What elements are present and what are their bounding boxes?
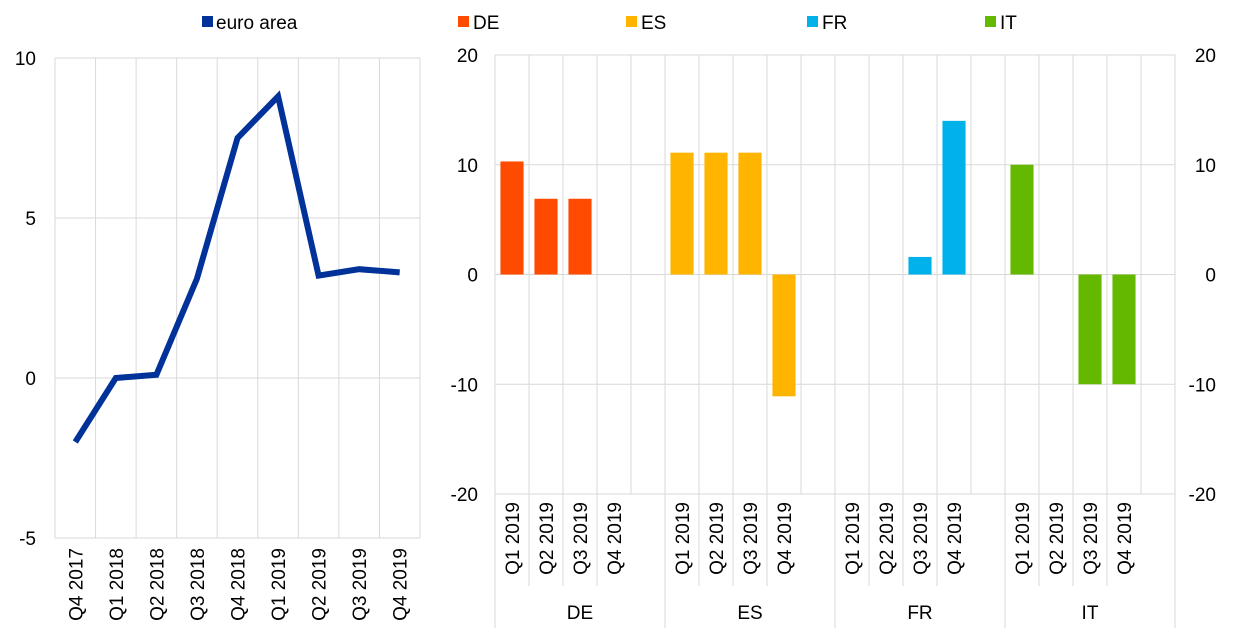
y-tick-label-right: -10 bbox=[1189, 375, 1216, 396]
y-tick-label-right: -20 bbox=[1189, 485, 1216, 506]
bar-it bbox=[1112, 274, 1136, 385]
bar-fr bbox=[942, 120, 966, 275]
x-tick-label: Q4 2017 bbox=[66, 548, 87, 621]
quarter-label: Q2 2019 bbox=[707, 502, 728, 575]
legend-label-fr: FR bbox=[822, 13, 847, 34]
x-tick-label: Q4 2019 bbox=[391, 548, 412, 621]
y-tick-label-left: -10 bbox=[451, 375, 478, 396]
line-chart-legend: euro area bbox=[202, 13, 298, 34]
quarter-label: Q3 2019 bbox=[741, 502, 762, 575]
legend-label-it: IT bbox=[1000, 13, 1017, 34]
quarter-label: Q4 2019 bbox=[1115, 502, 1136, 575]
bar-it bbox=[1010, 164, 1034, 275]
bar-it bbox=[1078, 274, 1102, 385]
bar-chart-country-labels: DE ES FR IT bbox=[567, 603, 1099, 624]
bar-chart-quarter-labels: Q1 2019 Q2 2019 Q3 2019 Q4 2019 Q1 2019 Q2 20… bbox=[503, 502, 1136, 575]
bar-chart-bars bbox=[500, 120, 1136, 397]
quarter-label: Q3 2019 bbox=[1081, 502, 1102, 575]
x-tick-label: Q2 2019 bbox=[310, 548, 331, 621]
bar-es bbox=[670, 152, 694, 275]
quarter-label: Q3 2019 bbox=[571, 502, 592, 575]
legend-swatch-fr bbox=[807, 16, 818, 27]
country-label: DE bbox=[567, 603, 593, 624]
euro-area-line bbox=[72, 90, 400, 444]
country-label: IT bbox=[1082, 603, 1099, 624]
quarter-label: Q1 2019 bbox=[843, 502, 864, 575]
quarter-label: Q4 2019 bbox=[945, 502, 966, 575]
country-label: ES bbox=[737, 603, 762, 624]
x-tick-label: Q3 2018 bbox=[188, 548, 209, 621]
y-tick-label-left: 20 bbox=[457, 46, 478, 67]
legend-label-euro-area: euro area bbox=[216, 13, 298, 34]
quarter-label: Q1 2019 bbox=[503, 502, 524, 575]
country-label: FR bbox=[907, 603, 932, 624]
line-chart-y-tick-labels: -5 0 5 10 bbox=[15, 49, 36, 550]
legend-swatch-de bbox=[458, 16, 469, 27]
bar-fr bbox=[908, 256, 932, 275]
quarter-label: Q4 2019 bbox=[775, 502, 796, 575]
bar-chart-left-y-tick-labels: -20 -10 0 10 20 bbox=[451, 46, 478, 506]
line-chart-axes bbox=[54, 58, 421, 539]
y-tick-label-left: 0 bbox=[467, 266, 478, 287]
line-chart-series bbox=[72, 90, 400, 444]
legend-swatch-es bbox=[626, 16, 637, 27]
y-tick-label-left: 10 bbox=[457, 156, 478, 177]
quarter-label: Q1 2019 bbox=[673, 502, 694, 575]
x-tick-label: Q1 2018 bbox=[107, 548, 128, 621]
bar-de bbox=[534, 198, 558, 275]
quarter-label: Q3 2019 bbox=[911, 502, 932, 575]
y-tick-label: -5 bbox=[19, 529, 36, 550]
quarter-label: Q4 2019 bbox=[605, 502, 626, 575]
y-tick-label-left: -20 bbox=[451, 485, 478, 506]
x-tick-label: Q3 2019 bbox=[350, 548, 371, 621]
legend-swatch-euro-area bbox=[202, 16, 213, 27]
bar-chart: -20 -10 0 10 20 -20 -10 0 10 20 Q1 2019 Q2 2019 Q3… bbox=[451, 13, 1216, 628]
bar-de bbox=[568, 198, 592, 275]
bar-chart-right-y-tick-labels: -20 -10 0 10 20 bbox=[1189, 46, 1216, 506]
x-tick-label: Q1 2019 bbox=[269, 548, 290, 621]
quarter-label: Q2 2019 bbox=[1047, 502, 1068, 575]
line-chart-gridlines bbox=[55, 57, 420, 539]
legend-swatch-it bbox=[985, 16, 996, 27]
legend-label-es: ES bbox=[641, 13, 666, 34]
bar-de bbox=[500, 161, 524, 275]
quarter-label: Q2 2019 bbox=[537, 502, 558, 575]
y-tick-label: 5 bbox=[25, 209, 36, 230]
line-chart-x-tick-labels: Q4 2017 Q1 2018 Q2 2018 Q3 2018 Q4 2018 Q1 20… bbox=[66, 548, 411, 621]
legend-label-de: DE bbox=[473, 13, 499, 34]
y-tick-label: 0 bbox=[25, 369, 36, 390]
bar-es bbox=[772, 274, 796, 397]
quarter-label: Q1 2019 bbox=[1013, 502, 1034, 575]
quarter-label: Q2 2019 bbox=[877, 502, 898, 575]
bar-chart-axes bbox=[494, 274, 1176, 628]
y-tick-label-right: 0 bbox=[1205, 266, 1216, 287]
bar-es bbox=[738, 152, 762, 275]
bar-chart-legend: DE ES FR IT bbox=[458, 13, 1017, 34]
x-tick-label: Q2 2018 bbox=[147, 548, 168, 621]
y-tick-label: 10 bbox=[15, 49, 36, 70]
y-tick-label-right: 20 bbox=[1195, 46, 1216, 67]
y-tick-label-right: 10 bbox=[1195, 156, 1216, 177]
bar-es bbox=[704, 152, 728, 275]
x-tick-label: Q4 2018 bbox=[229, 548, 250, 621]
